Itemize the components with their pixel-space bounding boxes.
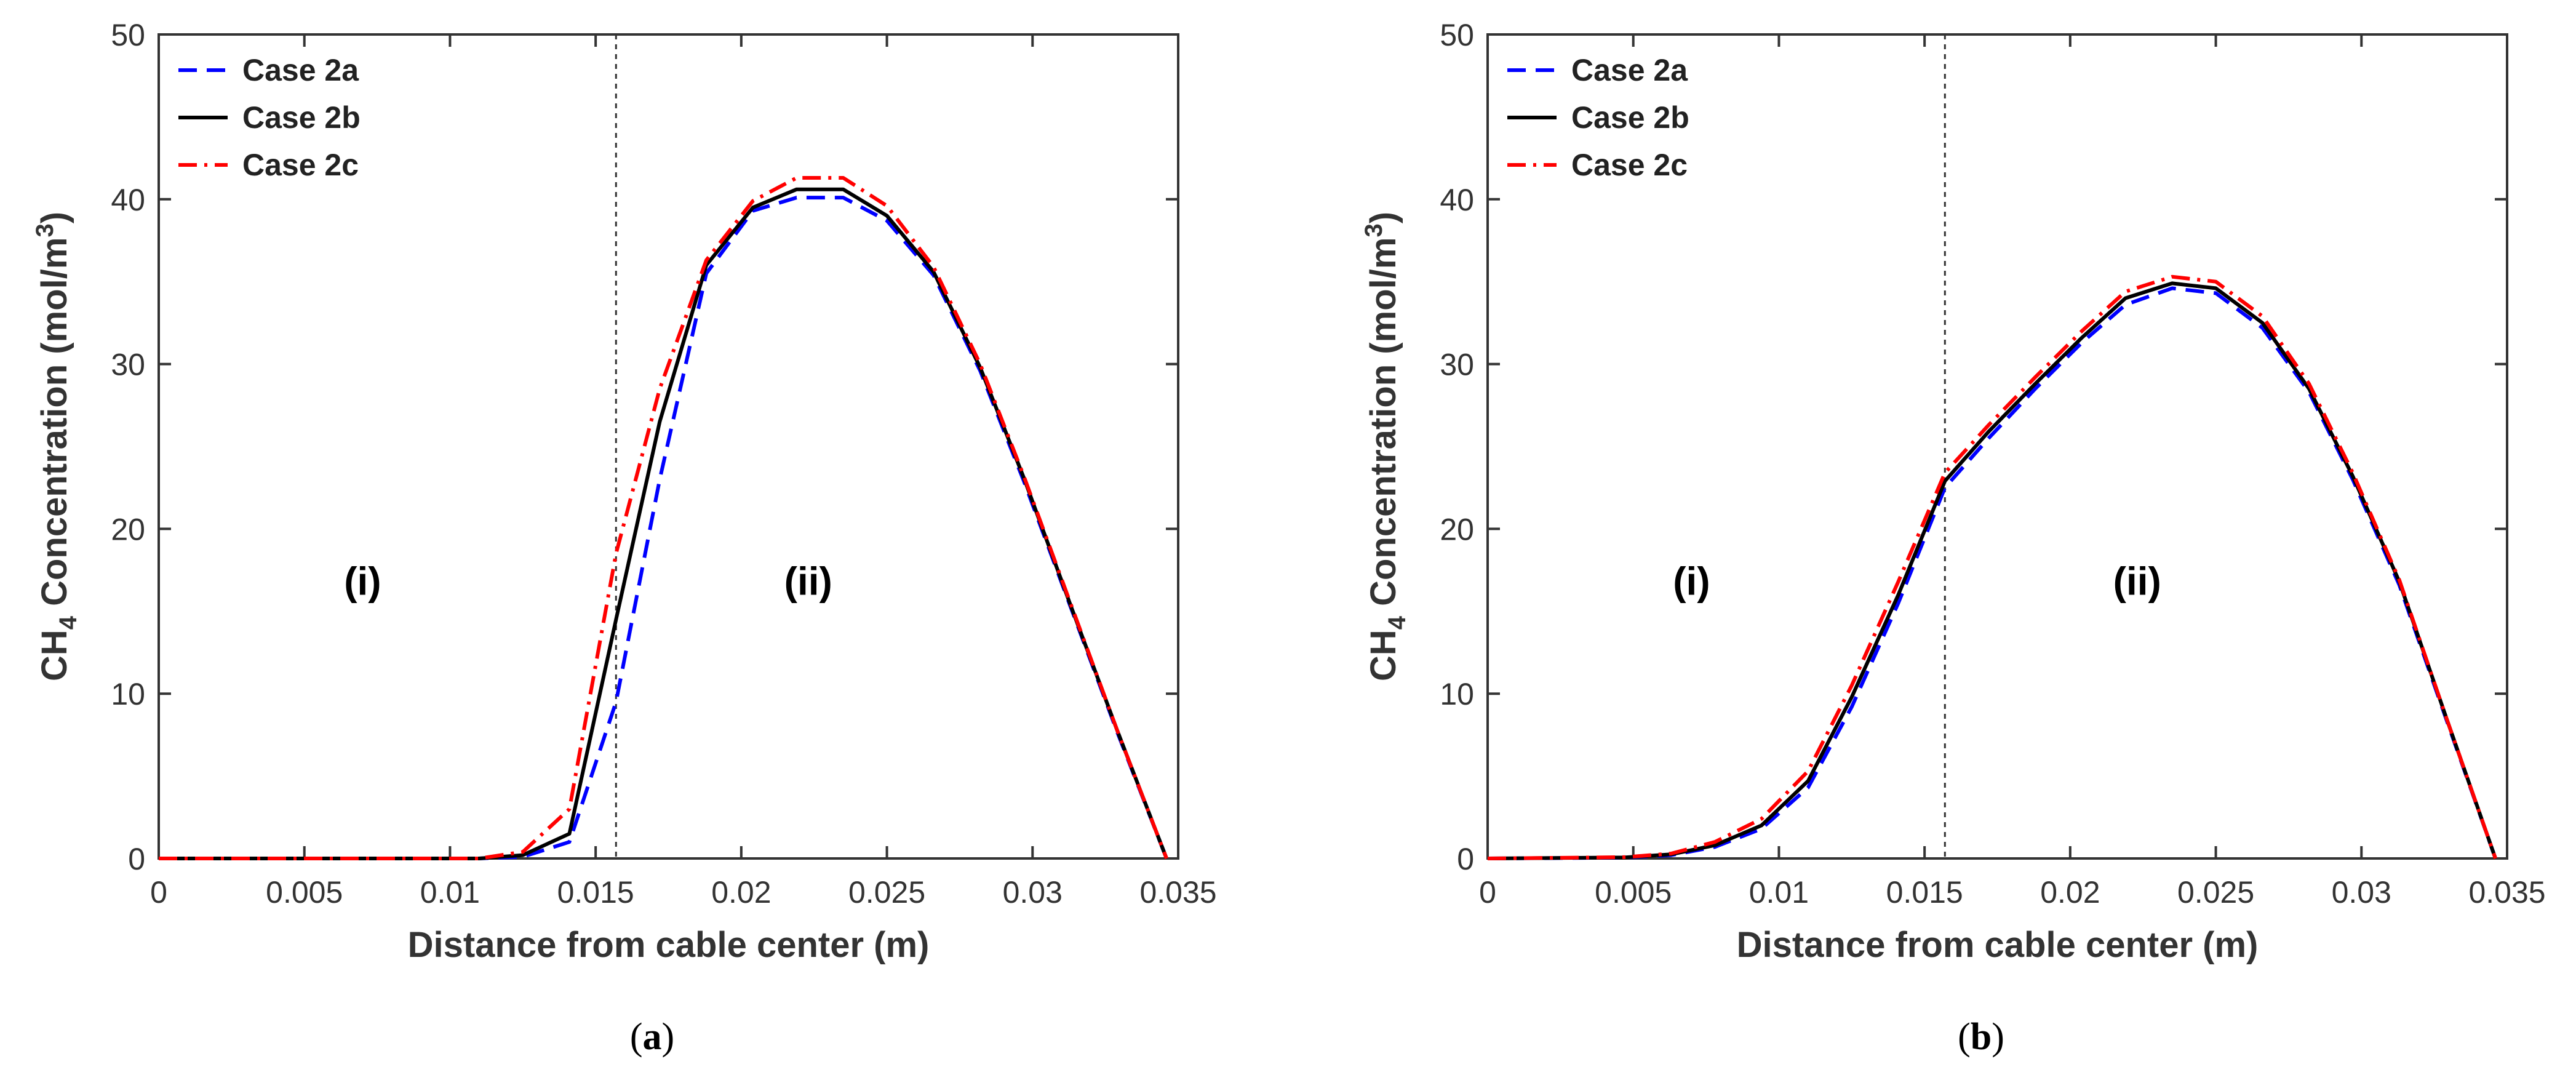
series-line-case-2c <box>159 176 1168 860</box>
legend-entry-label: Case 2c <box>1571 148 1688 182</box>
plot-area-frame <box>1486 33 2508 860</box>
x-axis-label: Distance from cable center (m) <box>1737 925 2259 965</box>
x-tick-label: 0.01 <box>420 875 480 910</box>
panel-b: 0 0.005 0.01 0.015 0.02 0.025 0.03 0.035 0 10 20 30… <box>1360 18 2546 1058</box>
legend-entry-label: Case 2c <box>242 148 359 182</box>
x-tick-label: 0.02 <box>711 875 771 910</box>
y-tick-label: 50 <box>111 18 145 52</box>
y-tick-label: 40 <box>1440 183 1474 217</box>
y-tick-label: 20 <box>111 512 145 546</box>
legend-entry-label: Case 2a <box>242 53 359 87</box>
x-tick-label: 0.01 <box>1749 875 1809 910</box>
y-tick-label: 10 <box>1440 677 1474 711</box>
legend-entry-label: Case 2a <box>1571 53 1688 87</box>
y-tick-label: 0 <box>1457 842 1474 876</box>
region-label-ii: (ii) <box>784 559 832 604</box>
y-axis-label: CH4 Concentration (mol/m3)CH4 Concentrat… <box>31 212 82 681</box>
y-tick-label: 0 <box>128 842 145 876</box>
x-tick-label: 0.005 <box>1595 875 1672 910</box>
x-tick-label: 0 <box>150 875 167 910</box>
x-tick-label: 0.015 <box>1886 875 1963 910</box>
plot-area-frame <box>158 33 1179 860</box>
x-tick-label: 0 <box>1479 875 1496 910</box>
y-axis-label: CH4 Concentration (mol/m3)CH4 Concentrat… <box>1360 212 1411 681</box>
y-tick-label: 10 <box>111 677 145 711</box>
y-tick-label: 30 <box>1440 348 1474 382</box>
panel-a: 0 0.005 0.01 0.015 0.02 0.025 0.03 0.035 0 10 20 30… <box>31 18 1217 1058</box>
region-label-i: (i) <box>1673 559 1710 604</box>
x-tick-label: 0.025 <box>848 875 925 910</box>
panel-caption: (a) <box>630 1016 674 1058</box>
x-tick-label: 0.035 <box>2468 875 2545 910</box>
x-tick-label: 0.03 <box>2332 875 2391 910</box>
x-axis-label: Distance from cable center (m) <box>408 925 930 965</box>
x-tick-label: 0.025 <box>2177 875 2254 910</box>
y-tick-label: 30 <box>111 348 145 382</box>
legend-entry-label: Case 2b <box>242 100 361 135</box>
region-label-i: (i) <box>344 559 381 604</box>
series-line-case-2c <box>1487 274 2497 860</box>
region-label-ii: (ii) <box>2113 559 2161 604</box>
x-tick-label: 0.02 <box>2040 875 2100 910</box>
x-tick-label: 0.035 <box>1139 875 1216 910</box>
x-tick-label: 0.005 <box>266 875 343 910</box>
x-tick-label: 0.015 <box>557 875 634 910</box>
legend-entry-label: Case 2b <box>1571 100 1689 135</box>
y-tick-label: 40 <box>111 183 145 217</box>
x-tick-label: 0.03 <box>1003 875 1063 910</box>
y-tick-label: 20 <box>1440 512 1474 546</box>
y-tick-label: 50 <box>1440 18 1474 52</box>
panel-caption: (b) <box>1958 1016 2004 1058</box>
